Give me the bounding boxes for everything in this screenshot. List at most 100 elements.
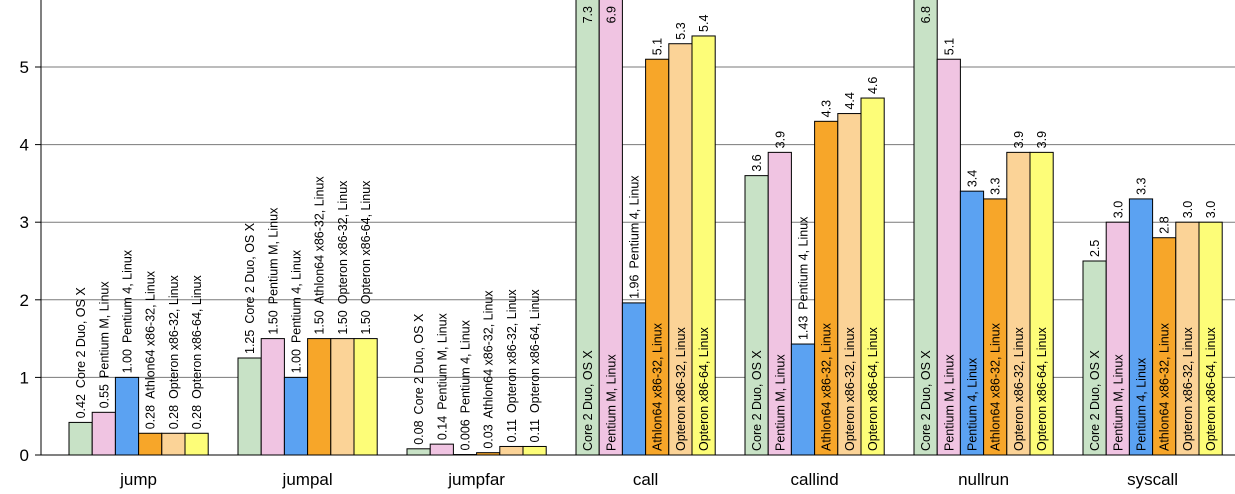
bar <box>307 338 332 456</box>
bar-series-label: Pentium M, Linux <box>1111 354 1125 451</box>
bar-value-label: 5.1 <box>942 38 956 55</box>
bar <box>330 338 355 456</box>
bar-value-text: 0.03 <box>482 424 496 448</box>
bar <box>429 443 454 456</box>
bar-value-label: 7.3 <box>581 6 595 23</box>
bar-value-text: 0.08 <box>412 420 426 444</box>
bar-series-label: Opteron x86-64, Linux <box>528 289 542 413</box>
bar-series-label: Opteron x86-64, Linux <box>697 327 711 451</box>
bar <box>283 376 309 456</box>
bar-value-label: 3.9 <box>1012 131 1026 148</box>
bar-value-label: 1.50 Athlon64 x86-32, Linux <box>313 176 327 335</box>
bar-series-label: Core 2 Duo, OS X <box>412 313 426 414</box>
bar-value-text: 1.50 <box>336 310 350 334</box>
bar-value-label: 3.9 <box>773 131 787 148</box>
bar-series-label: Athlon64 x86-32, Linux <box>820 322 834 451</box>
bar <box>184 432 209 456</box>
bar-series-label: Pentium M, Linux <box>97 281 111 378</box>
bar-series-label: Opteron x86-32, Linux <box>336 180 350 304</box>
bar-value-label: 5.3 <box>674 22 688 39</box>
bar-value-label: 2.8 <box>1158 216 1172 233</box>
category-label: syscall <box>1127 470 1178 489</box>
category-label: jump <box>119 470 157 489</box>
y-tick-label: 5 <box>20 58 29 77</box>
bar-value-text: 1.25 <box>243 330 257 354</box>
bar-series-label: Opteron x86-32, Linux <box>505 289 519 413</box>
bar-series-label: Pentium 4, Linux <box>966 357 980 451</box>
bar-series-label: Pentium M, Linux <box>266 207 280 304</box>
bar-series-label: Pentium 4, Linux <box>121 249 135 343</box>
bar-series-label: Opteron x86-64, Linux <box>190 274 204 398</box>
bar-value-label: 3.0 <box>1111 201 1125 218</box>
bar-value-label: 3.0 <box>1204 201 1218 218</box>
bar-series-label: Core 2 Duo, OS X <box>1088 350 1102 451</box>
bar-series-label: Core 2 Duo, OS X <box>243 222 257 323</box>
bar-series-label: Core 2 Duo, OS X <box>750 350 764 451</box>
bar-value-text: 1.50 <box>313 310 327 334</box>
bar-series-label: Pentium 4, Linux <box>459 319 473 413</box>
bar-series-label: Opteron x86-32, Linux <box>1181 327 1195 451</box>
bar-value-label: 5.4 <box>697 15 711 32</box>
bar-series-label: Athlon64 x86-32, Linux <box>989 322 1003 451</box>
labels: 0.42 Core 2 Duo, OS X 0.55 Pentium M, Linux… <box>74 6 1218 489</box>
bar-series-label: Pentium 4, Linux <box>290 249 304 343</box>
y-tick-label: 0 <box>20 446 29 465</box>
bar-value-label: 1.00 Pentium 4, Linux <box>290 249 304 373</box>
bar <box>790 343 816 456</box>
bar-series-label: Athlon64 x86-32, Linux <box>144 270 158 399</box>
bar-series-label: Athlon64 x86-32, Linux <box>1158 322 1172 451</box>
bar-value-label: 3.0 <box>1181 201 1195 218</box>
bar-value-text: 0.006 <box>459 419 473 450</box>
bar-series-label: Pentium M, Linux <box>942 354 956 451</box>
bar-value-text: 0.55 <box>97 384 111 408</box>
bar-value-label: 4.6 <box>866 77 880 94</box>
bar <box>260 338 285 456</box>
bar <box>522 445 547 456</box>
bar <box>161 432 186 456</box>
y-tick-label: 4 <box>20 136 29 155</box>
bar-value-label: 0.03 Athlon64 x86-32, Linux <box>482 290 496 449</box>
bar-series-label: Opteron x86-32, Linux <box>167 274 181 398</box>
bar-value-label: 0.28 Opteron x86-64, Linux <box>190 274 204 429</box>
bar <box>499 445 524 456</box>
bar <box>114 376 140 456</box>
bar-value-text: 1.50 <box>266 310 280 334</box>
bar-value-label: 0.42 Core 2 Duo, OS X <box>74 287 88 419</box>
bar-value-label: 1.00 Pentium 4, Linux <box>121 249 135 373</box>
bar-series-label: Core 2 Duo, OS X <box>581 350 595 451</box>
category-label: nullrun <box>958 470 1009 489</box>
category-label: callind <box>790 470 838 489</box>
bar-value-text: 1.50 <box>359 310 373 334</box>
bar-value-text: 0.11 <box>505 419 519 442</box>
bar-value-label: 6.8 <box>919 6 933 23</box>
y-tick-label: 3 <box>20 213 29 232</box>
bar-value-label: 3.3 <box>989 177 1003 194</box>
bar <box>353 338 378 456</box>
bar-value-label: 0.55 Pentium M, Linux <box>97 281 111 409</box>
bar-value-text: 0.28 <box>190 405 204 429</box>
bar-series-label: Opteron x86-64, Linux <box>359 180 373 304</box>
bar-series-label: Pentium M, Linux <box>435 312 449 409</box>
bar-value-label: 6.9 <box>604 6 618 23</box>
axes: 0 1 2 3 4 5 <box>20 0 1235 465</box>
bar-value-label: 2.5 <box>1088 240 1102 257</box>
bar-value-label: 0.006 Pentium 4, Linux <box>459 319 473 450</box>
bar-value-text: 0.42 <box>74 394 88 418</box>
bar-series-label: Opteron x86-64, Linux <box>1035 327 1049 451</box>
bar-value-text: 1.00 <box>121 349 135 373</box>
bar-series-label: Pentium 4, Linux <box>1135 357 1149 451</box>
bar-value-label: 0.28 Athlon64 x86-32, Linux <box>144 270 158 429</box>
y-tick-label: 2 <box>20 291 29 310</box>
bar-value-label: 4.4 <box>843 92 857 109</box>
bar-value-label: 1.96 Pentium 4, Linux <box>628 175 642 299</box>
bar <box>621 302 647 456</box>
bar-series-label: Core 2 Duo, OS X <box>919 350 933 451</box>
bar-series-label: Pentium M, Linux <box>604 354 618 451</box>
bar-value-text: 0.28 <box>144 405 158 429</box>
bar-value-label: 1.25 Core 2 Duo, OS X <box>243 222 257 354</box>
bar-series-label: Athlon64 x86-32, Linux <box>651 322 665 451</box>
bar-series-label: Pentium M, Linux <box>773 354 787 451</box>
bar-value-label: 1.50 Opteron x86-32, Linux <box>336 180 350 335</box>
bar-value-label: 1.50 Pentium M, Linux <box>266 207 280 335</box>
